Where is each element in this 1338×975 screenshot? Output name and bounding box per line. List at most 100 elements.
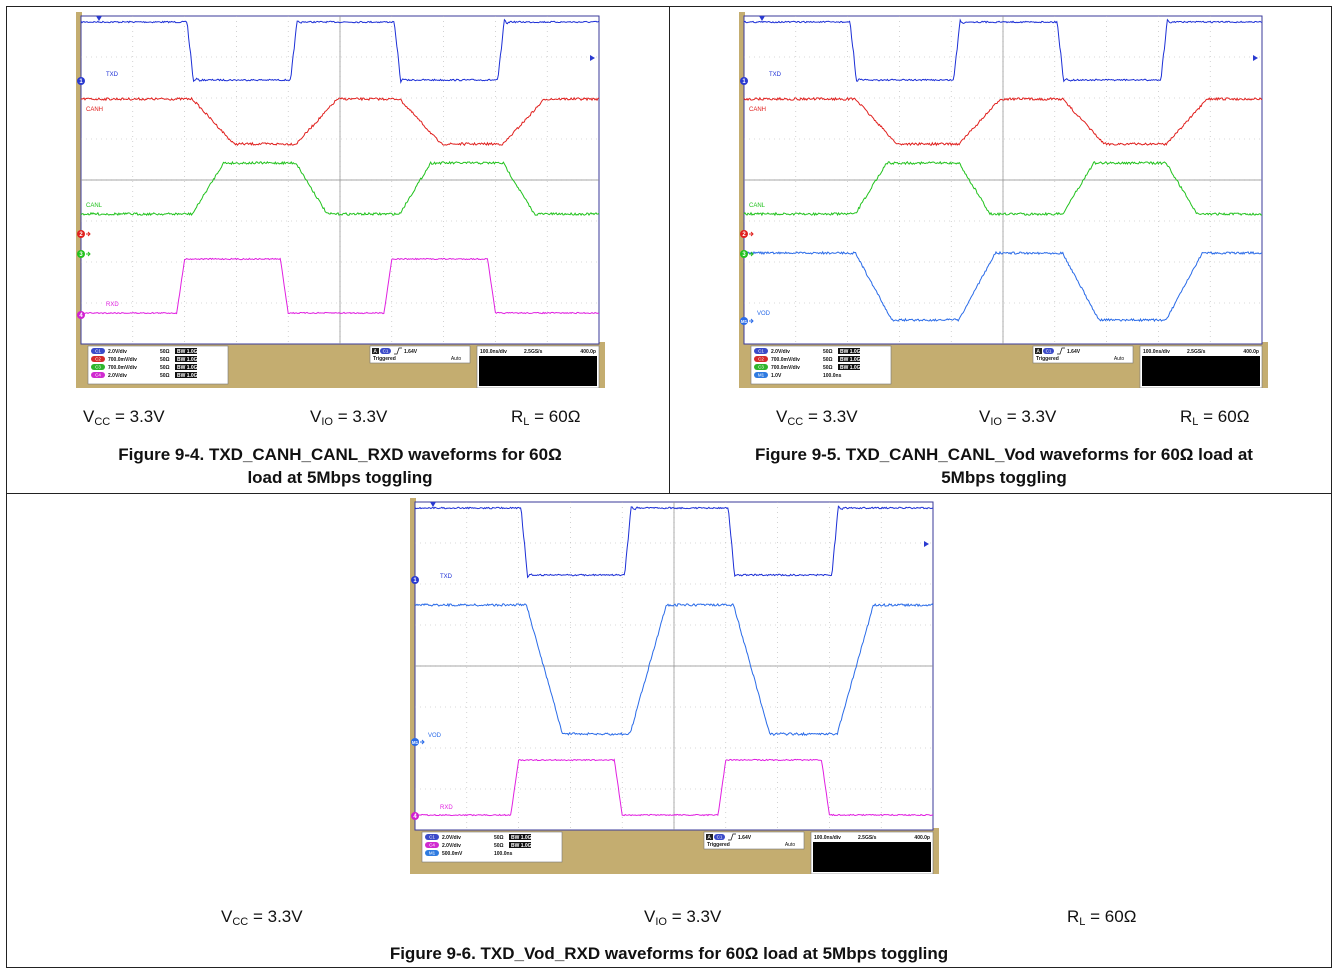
svg-text:50Ω: 50Ω [823,365,833,371]
channel-marker-1[interactable]: 1 [740,77,748,85]
timebase-panel: 100.0ns/div 2.5GS/s 400.0p [476,345,600,388]
scope-bezel [76,12,82,388]
svg-text:1: 1 [413,578,417,584]
channel-marker-1[interactable]: 1 [77,77,85,85]
svg-text:C1: C1 [758,349,764,354]
param-vcc: VCC = 3.3V [83,407,165,428]
svg-text:50Ω: 50Ω [494,835,504,841]
svg-text:3: 3 [79,252,83,258]
trace-label-rxd: RXD [440,805,453,811]
channel-marker-1[interactable]: 1 [411,576,419,584]
trace-canh [80,96,600,147]
trace-label-vod: VOD [428,733,442,739]
svg-text:BW 1.0G: BW 1.0G [840,357,861,363]
params-fig-9-6: VCC = 3.3V VIO = 3.3V RL = 60Ω [0,907,1338,931]
svg-text:A: A [374,349,378,355]
trace-label-canl: CANL [749,203,766,209]
channel-marker-3[interactable]: 3 [77,250,91,258]
scope-bezel [410,498,416,874]
svg-text:C4: C4 [429,843,435,848]
channel-marker-4[interactable]: 4 [411,812,419,820]
trigger-position-icon [759,16,765,21]
timebase-panel: 100.0ns/div 2.5GS/s 400.0p [1139,345,1263,388]
svg-text:C1: C1 [429,835,435,840]
trigger-panel: A C1 1.64V Triggered Auto [703,831,805,850]
scope-bezel [739,12,745,388]
trace-label-canl: CANL [86,203,103,209]
channel-row-c1: C1 2.0V/div 50Ω BW 1.0G [425,834,532,841]
params-fig-9-4: VCC = 3.3V VIO = 3.3V RL = 60Ω [0,407,669,431]
svg-text:A: A [1037,349,1041,355]
trace-txd [80,18,600,85]
svg-text:BW 1.0G: BW 1.0G [177,373,198,379]
trace-rxd [80,257,600,315]
channel-settings-panel: C1 2.0V/div 50Ω BW 1.0G C2 700.0mV/div 50Ω BW 1… [750,345,892,385]
svg-text:BW 1.0G: BW 1.0G [840,349,861,355]
svg-text:1.64V: 1.64V [738,835,752,841]
svg-text:2.0V/div: 2.0V/div [442,843,461,849]
param-rl: RL = 60Ω [1180,407,1250,428]
svg-text:M1: M1 [412,740,419,745]
svg-text:50Ω: 50Ω [160,373,170,379]
timebase-panel: 100.0ns/div 2.5GS/s 400.0p [810,831,934,874]
svg-text:100.0ns: 100.0ns [494,851,513,857]
svg-text:C3: C3 [758,365,764,370]
svg-text:Triggered: Triggered [1036,356,1059,362]
svg-text:2.5GS/s: 2.5GS/s [858,835,877,841]
rising-edge-icon [728,833,736,841]
svg-text:700.0mV/div: 700.0mV/div [108,365,137,371]
channel-marker-4[interactable]: 4 [77,311,85,319]
svg-text:C2: C2 [758,357,764,362]
param-rl: RL = 60Ω [511,407,581,428]
trace-label-txd: TXD [769,72,782,78]
svg-text:BW 1.0G: BW 1.0G [840,365,861,371]
channel-row-c3: C3 700.0mV/div 50Ω BW 1.0G [91,364,198,371]
channel-settings-panel: C1 2.0V/div 50Ω BW 1.0G C4 2.0V/div 50Ω BW 1.0G… [421,831,563,863]
trace-canh [743,96,1263,147]
channel-row-c1: C1 2.0V/div 50Ω BW 1.0G [91,348,198,355]
scope-screen-fig-9-4: TXD CANH CANL RXD 1 2 3 4 C1 2.0V/div 50Ω BW 1.0G C2… [76,12,605,388]
svg-text:2.0V/div: 2.0V/div [442,835,461,841]
svg-text:C4: C4 [95,373,101,378]
svg-text:C3: C3 [95,365,101,370]
svg-text:400.0p: 400.0p [1243,349,1259,355]
svg-text:700.0mV/div: 700.0mV/div [771,357,800,363]
scope-status-display [813,842,931,872]
trace-txd [414,505,934,579]
trace-txd [743,18,1263,83]
channel-marker-2[interactable]: 2 [740,230,754,238]
trigger-position-icon [430,502,436,507]
svg-text:1.0V: 1.0V [771,373,782,379]
svg-text:1: 1 [742,79,746,85]
channel-marker-m1[interactable]: M1 [411,738,425,746]
svg-text:Auto: Auto [451,356,462,362]
svg-text:2.5GS/s: 2.5GS/s [1187,349,1206,355]
svg-text:BW 1.0G: BW 1.0G [511,843,532,849]
scope-screen-fig-9-5: TXD CANH CANL VOD 1 2 3 M1 C1 2.0V/div 50Ω BW 1.0G C… [739,12,1268,388]
rising-edge-icon [1057,347,1065,355]
channel-row-c2: C2 700.0mV/div 50Ω BW 1.0G [754,356,861,363]
svg-text:50Ω: 50Ω [160,357,170,363]
svg-text:4: 4 [79,313,83,319]
param-vio: VIO = 3.3V [310,407,388,428]
trace-vod [743,250,1263,323]
trace-canl [743,160,1262,217]
svg-text:2: 2 [79,232,83,238]
trigger-panel: A C1 1.64V Triggered Auto [1032,345,1134,364]
svg-text:400.0p: 400.0p [580,349,596,355]
channel-marker-3[interactable]: 3 [740,250,754,258]
channel-row-c4: C4 2.0V/div 50Ω BW 1.0G [425,842,532,849]
channel-marker-2[interactable]: 2 [77,230,91,238]
svg-text:M1: M1 [741,319,748,324]
svg-text:500.0mV: 500.0mV [442,851,463,857]
svg-text:2.0V/div: 2.0V/div [771,349,790,355]
channel-marker-m1[interactable]: M1 [740,317,754,325]
trigger-level-icon [1253,55,1258,61]
svg-text:1: 1 [79,79,83,85]
scope-status-display [1142,356,1260,386]
channel-row-c2: C2 700.0mV/div 50Ω BW 1.0G [91,356,198,363]
svg-text:2: 2 [742,232,746,238]
channel-row-c3: C3 700.0mV/div 50Ω BW 1.0G [754,364,861,371]
trace-label-canh: CANH [749,107,766,113]
trace-vod [414,602,934,737]
